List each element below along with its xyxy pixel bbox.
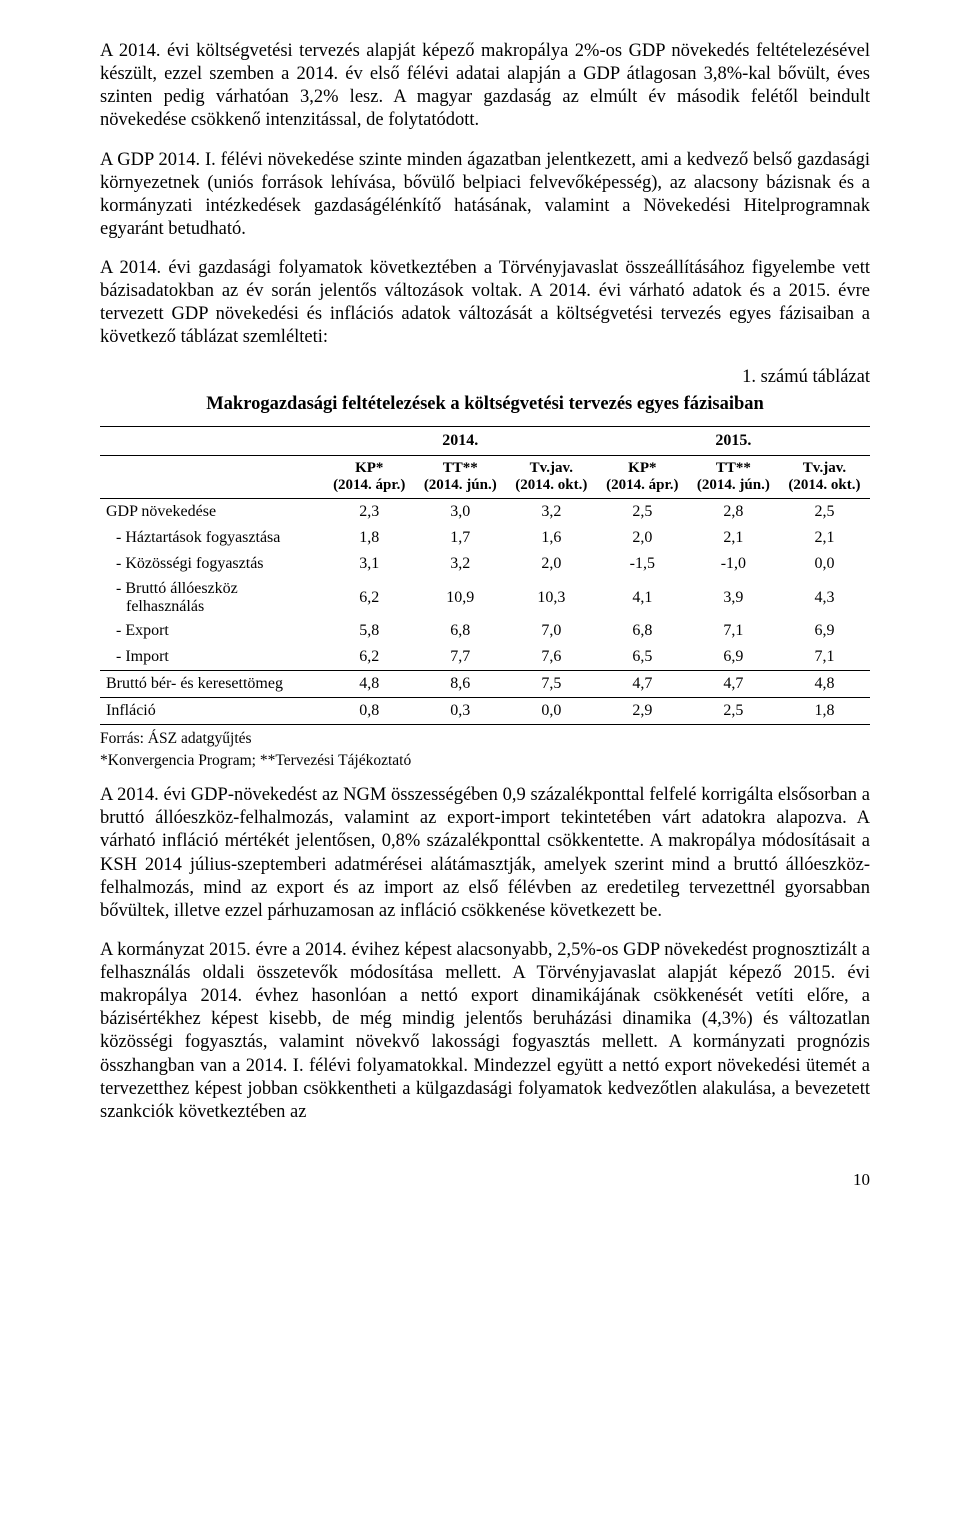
table-cell: 7,7 bbox=[415, 644, 506, 671]
table-cell: 0,0 bbox=[779, 551, 870, 577]
table-row-label: GDP növekedése bbox=[100, 499, 324, 526]
macro-assumptions-table: 2014. 2015. KP*(2014. ápr.)TT**(2014. jú… bbox=[100, 426, 870, 726]
table-cell: 4,3 bbox=[779, 577, 870, 618]
paragraph-1: A 2014. évi költségvetési tervezés alapj… bbox=[100, 40, 870, 133]
table-cell: 6,2 bbox=[324, 577, 415, 618]
table-footnote-legend: *Konvergencia Program; **Tervezési Tájék… bbox=[100, 751, 870, 770]
table-header-blank bbox=[100, 426, 324, 455]
table-row-label: - Bruttó állóeszközfelhasználás bbox=[100, 577, 324, 618]
table-row-label: - Import bbox=[100, 644, 324, 671]
table-cell: 4,8 bbox=[324, 671, 415, 698]
table-cell: 6,9 bbox=[779, 618, 870, 644]
table-cell: 0,8 bbox=[324, 698, 415, 725]
table-cell: 2,0 bbox=[597, 525, 688, 551]
table-row-label: - Háztartások fogyasztása bbox=[100, 525, 324, 551]
table-row: - Közösségi fogyasztás3,13,22,0-1,5-1,00… bbox=[100, 551, 870, 577]
page-number: 10 bbox=[100, 1169, 870, 1190]
table-row: Infláció0,80,30,02,92,51,8 bbox=[100, 698, 870, 725]
table-footnote-source: Forrás: ÁSZ adatgyűjtés bbox=[100, 729, 870, 748]
table-subheader-1: TT**(2014. jún.) bbox=[415, 455, 506, 499]
table-row-label: Infláció bbox=[100, 698, 324, 725]
table-cell: 1,7 bbox=[415, 525, 506, 551]
table-cell: 3,0 bbox=[415, 499, 506, 526]
paragraph-2: A GDP 2014. I. félévi növekedése szinte … bbox=[100, 149, 870, 242]
table-cell: 4,1 bbox=[597, 577, 688, 618]
paragraph-5: A kormányzat 2015. évre a 2014. évihez k… bbox=[100, 939, 870, 1124]
table-title: Makrogazdasági feltételezések a költségv… bbox=[100, 393, 870, 416]
table-cell: 2,5 bbox=[597, 499, 688, 526]
table-cell: 10,3 bbox=[506, 577, 597, 618]
table-subheader-blank bbox=[100, 455, 324, 499]
table-cell: 2,9 bbox=[597, 698, 688, 725]
table-cell: 6,8 bbox=[415, 618, 506, 644]
table-subheader-4: TT**(2014. jún.) bbox=[688, 455, 779, 499]
table-cell: 6,5 bbox=[597, 644, 688, 671]
table-cell: 7,5 bbox=[506, 671, 597, 698]
table-cell: 10,9 bbox=[415, 577, 506, 618]
table-row-label: - Közösségi fogyasztás bbox=[100, 551, 324, 577]
table-year-header-2015: 2015. bbox=[597, 426, 870, 455]
table-cell: 1,8 bbox=[324, 525, 415, 551]
table-cell: 4,7 bbox=[597, 671, 688, 698]
table-row: GDP növekedése2,33,03,22,52,82,5 bbox=[100, 499, 870, 526]
table-subheader-2: Tv.jav.(2014. okt.) bbox=[506, 455, 597, 499]
table-cell: 5,8 bbox=[324, 618, 415, 644]
table-row-label: - Export bbox=[100, 618, 324, 644]
table-cell: 3,1 bbox=[324, 551, 415, 577]
table-cell: 4,7 bbox=[688, 671, 779, 698]
table-cell: -1,5 bbox=[597, 551, 688, 577]
table-cell: 7,6 bbox=[506, 644, 597, 671]
table-cell: -1,0 bbox=[688, 551, 779, 577]
table-cell: 6,9 bbox=[688, 644, 779, 671]
table-cell: 0,0 bbox=[506, 698, 597, 725]
table-subheader-5: Tv.jav.(2014. okt.) bbox=[779, 455, 870, 499]
table-subheader-3: KP*(2014. ápr.) bbox=[597, 455, 688, 499]
table-cell: 2,1 bbox=[688, 525, 779, 551]
table-cell: 1,8 bbox=[779, 698, 870, 725]
table-row: - Import6,27,77,66,56,97,1 bbox=[100, 644, 870, 671]
table-cell: 4,8 bbox=[779, 671, 870, 698]
table-cell: 2,8 bbox=[688, 499, 779, 526]
table-cell: 3,9 bbox=[688, 577, 779, 618]
table-row-label: Bruttó bér- és keresettömeg bbox=[100, 671, 324, 698]
table-year-header-2014: 2014. bbox=[324, 426, 597, 455]
table-cell: 3,2 bbox=[415, 551, 506, 577]
table-cell: 6,8 bbox=[597, 618, 688, 644]
table-cell: 7,1 bbox=[779, 644, 870, 671]
table-row: - Háztartások fogyasztása1,81,71,62,02,1… bbox=[100, 525, 870, 551]
table-cell: 0,3 bbox=[415, 698, 506, 725]
table-cell: 2,5 bbox=[779, 499, 870, 526]
table-cell: 8,6 bbox=[415, 671, 506, 698]
document-page: A 2014. évi költségvetési tervezés alapj… bbox=[0, 0, 960, 1240]
table-cell: 2,3 bbox=[324, 499, 415, 526]
table-subheader-0: KP*(2014. ápr.) bbox=[324, 455, 415, 499]
table-row: - Export5,86,87,06,87,16,9 bbox=[100, 618, 870, 644]
table-cell: 7,0 bbox=[506, 618, 597, 644]
paragraph-3: A 2014. évi gazdasági folyamatok követke… bbox=[100, 257, 870, 350]
table-cell: 6,2 bbox=[324, 644, 415, 671]
table-cell: 1,6 bbox=[506, 525, 597, 551]
table-cell: 3,2 bbox=[506, 499, 597, 526]
table-caption: 1. számú táblázat bbox=[100, 366, 870, 389]
table-cell: 7,1 bbox=[688, 618, 779, 644]
table-cell: 2,5 bbox=[688, 698, 779, 725]
table-row: Bruttó bér- és keresettömeg4,88,67,54,74… bbox=[100, 671, 870, 698]
table-row: - Bruttó állóeszközfelhasználás6,210,910… bbox=[100, 577, 870, 618]
table-cell: 2,0 bbox=[506, 551, 597, 577]
paragraph-4: A 2014. évi GDP-növekedést az NGM összes… bbox=[100, 784, 870, 923]
table-cell: 2,1 bbox=[779, 525, 870, 551]
